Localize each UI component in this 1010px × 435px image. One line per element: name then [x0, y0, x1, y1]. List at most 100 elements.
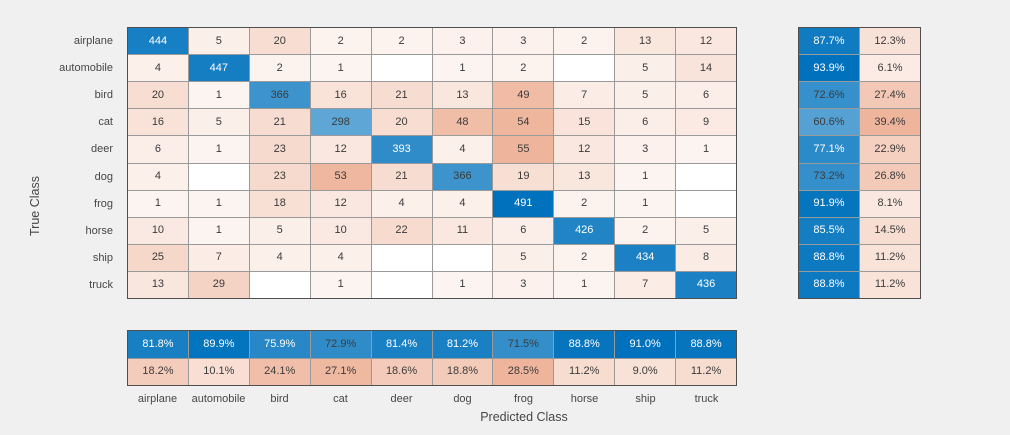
matrix-cell: 6: [493, 217, 554, 244]
matrix-cell: 2: [249, 55, 310, 82]
matrix-cell: 8: [676, 244, 736, 271]
matrix-cell-empty: [432, 244, 493, 271]
matrix-cell: 4: [128, 55, 188, 82]
col-summary-miss-cell: 27.1%: [310, 358, 371, 385]
matrix-cell: 3: [493, 28, 554, 55]
row-summary-hit-cell: 91.9%: [799, 190, 859, 217]
matrix-cell: 4: [128, 163, 188, 190]
matrix-cell: 48: [432, 109, 493, 136]
matrix-cell: 13: [432, 82, 493, 109]
matrix-cell: 5: [188, 109, 249, 136]
matrix-cell: 3: [432, 28, 493, 55]
matrix-cell: 1: [432, 55, 493, 82]
matrix-cell-diagonal: 366: [432, 163, 493, 190]
matrix-cell: 1: [188, 217, 249, 244]
matrix-cell-diagonal: 434: [615, 244, 676, 271]
matrix-cell: 6: [676, 82, 736, 109]
row-summary-hit-cell: 93.9%: [799, 55, 859, 82]
matrix-cell: 2: [371, 28, 432, 55]
row-summary-miss-cell: 8.1%: [860, 190, 920, 217]
row-summary-miss-cell: 27.4%: [860, 82, 920, 109]
row-summary-miss-cell: 11.2%: [860, 271, 920, 298]
row-summary-hit-cell: 88.8%: [799, 244, 859, 271]
row-summary-hit-cell: 77.1%: [799, 136, 859, 163]
matrix-cell: 23: [249, 136, 310, 163]
matrix-cell: 1: [554, 271, 615, 298]
matrix-cell: 16: [128, 109, 188, 136]
row-summary-grid: 87.7% 12.3% 93.9% 6.1% 72.6% 27.4% 60.6% 39.4% 7…: [798, 27, 921, 299]
matrix-cell: 2: [310, 28, 371, 55]
matrix-cell-diagonal: 393: [371, 136, 432, 163]
col-summary-hit-cell: 89.9%: [188, 331, 249, 358]
row-summary-miss-cell: 12.3%: [860, 28, 920, 55]
matrix-cell: 1: [310, 271, 371, 298]
matrix-cell: 10: [310, 217, 371, 244]
matrix-cell: 13: [615, 28, 676, 55]
row-summary-miss-cell: 6.1%: [860, 55, 920, 82]
column-summary-grid: 81.8% 89.9% 75.9% 72.9% 81.4% 81.2% 71.5% 88.8%…: [127, 330, 737, 386]
matrix-cell: 1: [676, 136, 736, 163]
col-label-cat: cat: [333, 393, 348, 405]
matrix-cell: 3: [493, 271, 554, 298]
col-summary-miss-cell: 18.8%: [432, 358, 493, 385]
col-summary-hit-cell: 88.8%: [554, 331, 615, 358]
row-label-dog: dog: [94, 170, 113, 183]
matrix-cell-empty: [676, 163, 736, 190]
matrix-cell: 6: [128, 136, 188, 163]
col-label-truck: truck: [694, 393, 719, 405]
matrix-cell-empty: [188, 163, 249, 190]
col-summary-hit-cell: 72.9%: [310, 331, 371, 358]
matrix-cell: 7: [188, 244, 249, 271]
matrix-cell: 9: [676, 109, 736, 136]
matrix-cell: 5: [615, 55, 676, 82]
matrix-cell: 12: [310, 136, 371, 163]
row-summary-hit-cell: 85.5%: [799, 217, 859, 244]
matrix-cell: 1: [615, 190, 676, 217]
matrix-cell: 4: [371, 190, 432, 217]
row-summary-miss-cell: 11.2%: [860, 244, 920, 271]
matrix-cell: 19: [493, 163, 554, 190]
col-label-automobile: automobile: [191, 393, 246, 405]
col-summary-hit-cell: 81.2%: [432, 331, 493, 358]
col-summary-hit-cell: 75.9%: [249, 331, 310, 358]
matrix-cell: 20: [371, 109, 432, 136]
row-label-cat: cat: [98, 116, 113, 129]
col-label-airplane: airplane: [137, 393, 178, 405]
col-label-frog: frog: [514, 393, 533, 405]
matrix-cell: 2: [554, 28, 615, 55]
matrix-cell-diagonal: 436: [676, 271, 736, 298]
matrix-cell: 2: [615, 217, 676, 244]
matrix-cell: 1: [188, 136, 249, 163]
row-label-automobile: automobile: [59, 61, 113, 74]
matrix-cell: 1: [432, 271, 493, 298]
col-summary-hit-cell: 91.0%: [615, 331, 676, 358]
col-label-dog: dog: [453, 393, 472, 405]
row-summary-hit-cell: 73.2%: [799, 163, 859, 190]
matrix-cell: 22: [371, 217, 432, 244]
matrix-cell: 4: [432, 190, 493, 217]
matrix-cell: 2: [554, 190, 615, 217]
matrix-cell: 1: [128, 190, 188, 217]
col-label-bird: bird: [270, 393, 289, 405]
row-summary-hit-cell: 72.6%: [799, 82, 859, 109]
matrix-cell: 49: [493, 82, 554, 109]
matrix-cell: 1: [310, 55, 371, 82]
col-summary-hit-cell: 81.8%: [128, 331, 188, 358]
row-summary-miss-cell: 22.9%: [860, 136, 920, 163]
matrix-cell: 10: [128, 217, 188, 244]
matrix-cell: 20: [128, 82, 188, 109]
matrix-cell: 12: [310, 190, 371, 217]
matrix-cell: 2: [554, 244, 615, 271]
matrix-cell: 12: [676, 28, 736, 55]
matrix-cell: 20: [249, 28, 310, 55]
row-label-frog: frog: [94, 197, 113, 210]
matrix-cell: 13: [554, 163, 615, 190]
matrix-cell: 53: [310, 163, 371, 190]
matrix-cell: 5: [615, 82, 676, 109]
matrix-cell: 55: [493, 136, 554, 163]
confusion-matrix-grid: 444 5 20 2 2 3 3 2 13 12 4 447 2 1 1 2 5 14 20 1 366 16 21 13 49…: [127, 27, 737, 299]
x-axis-label: Predicted Class: [480, 410, 568, 424]
matrix-cell: 5: [249, 217, 310, 244]
matrix-cell: 54: [493, 109, 554, 136]
matrix-cell: 7: [615, 271, 676, 298]
